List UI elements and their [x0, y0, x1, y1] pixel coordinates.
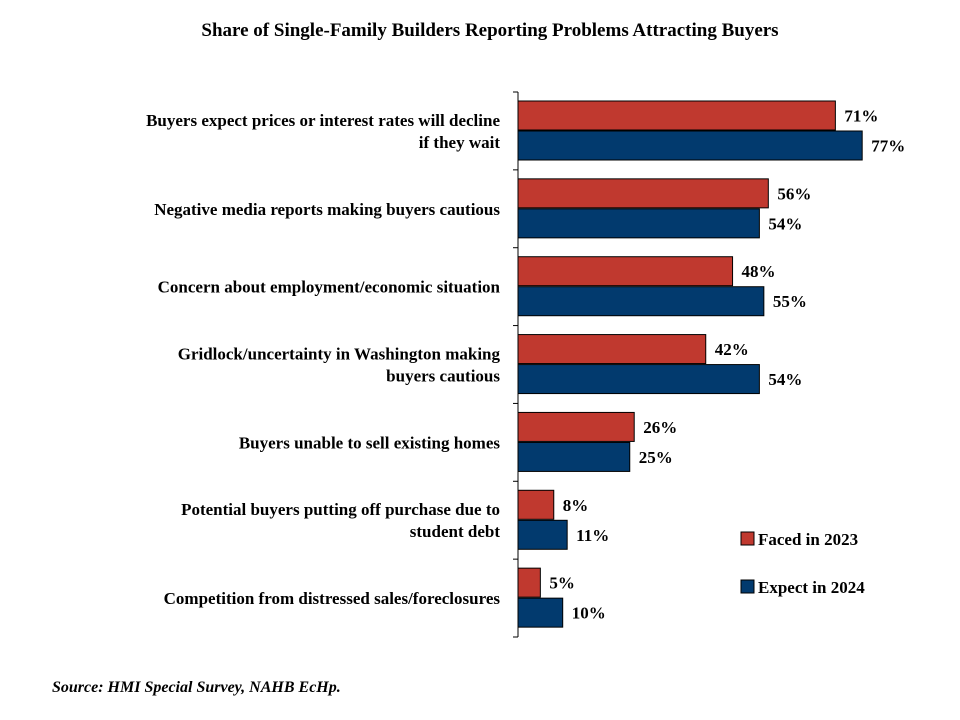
- category-label: Competition from distressed sales/forecl…: [164, 589, 501, 608]
- data-label: 26%: [643, 418, 677, 437]
- category-label-line: Potential buyers putting off purchase du…: [181, 500, 500, 519]
- category-label-line: Buyers expect prices or interest rates w…: [146, 111, 500, 130]
- legend-label: Faced in 2023: [758, 530, 858, 549]
- legend-swatch: [740, 579, 755, 594]
- bar-expect-2024: [517, 441, 631, 472]
- legend-label: Expect in 2024: [758, 578, 865, 597]
- bar-expect-2024: [517, 364, 760, 395]
- legend-swatch: [740, 531, 755, 546]
- data-label: 55%: [773, 292, 807, 311]
- data-label: 54%: [768, 370, 802, 389]
- bar-faced-2023: [517, 411, 635, 442]
- category-label-line: Competition from distressed sales/forecl…: [164, 589, 501, 608]
- bar-faced-2023: [517, 256, 734, 287]
- data-label: 48%: [742, 262, 776, 281]
- data-label: 54%: [768, 214, 802, 233]
- category-label-line: student debt: [410, 522, 501, 541]
- source-note: Source: HMI Special Survey, NAHB EcHp.: [52, 679, 341, 696]
- data-label: 71%: [844, 107, 878, 126]
- category-label-line: Gridlock/uncertainty in Washington makin…: [178, 345, 501, 364]
- data-label: 56%: [777, 184, 811, 203]
- bar-expect-2024: [517, 597, 564, 628]
- chart-title: Share of Single-Family Builders Reportin…: [201, 20, 779, 41]
- category-label: Potential buyers putting off purchase du…: [181, 500, 500, 541]
- bar-faced-2023: [517, 178, 769, 209]
- bar-faced-2023: [517, 334, 707, 365]
- bar-faced-2023: [517, 567, 541, 598]
- bar-expect-2024: [517, 519, 568, 550]
- bar-expect-2024: [517, 208, 760, 239]
- category-label: Buyers expect prices or interest rates w…: [146, 111, 500, 152]
- bar-faced-2023: [517, 100, 836, 131]
- category-label-line: buyers cautious: [386, 367, 500, 386]
- data-label: 8%: [563, 496, 589, 515]
- category-label: Concern about employment/economic situat…: [158, 278, 501, 297]
- category-label-line: Buyers unable to sell existing homes: [239, 433, 501, 452]
- data-label: 5%: [549, 574, 575, 593]
- data-label: 11%: [576, 526, 609, 545]
- bar-faced-2023: [517, 489, 555, 520]
- category-label-line: Negative media reports making buyers cau…: [154, 200, 500, 219]
- category-label-line: if they wait: [419, 133, 501, 152]
- category-label: Negative media reports making buyers cau…: [154, 200, 500, 219]
- data-label: 77%: [871, 137, 905, 156]
- bar-expect-2024: [517, 286, 765, 317]
- data-label: 10%: [572, 604, 606, 623]
- category-label-line: Concern about employment/economic situat…: [158, 278, 501, 297]
- category-label: Gridlock/uncertainty in Washington makin…: [178, 345, 501, 386]
- category-label: Buyers unable to sell existing homes: [239, 433, 501, 452]
- bar-expect-2024: [517, 130, 863, 161]
- data-label: 25%: [639, 448, 673, 467]
- data-label: 42%: [715, 340, 749, 359]
